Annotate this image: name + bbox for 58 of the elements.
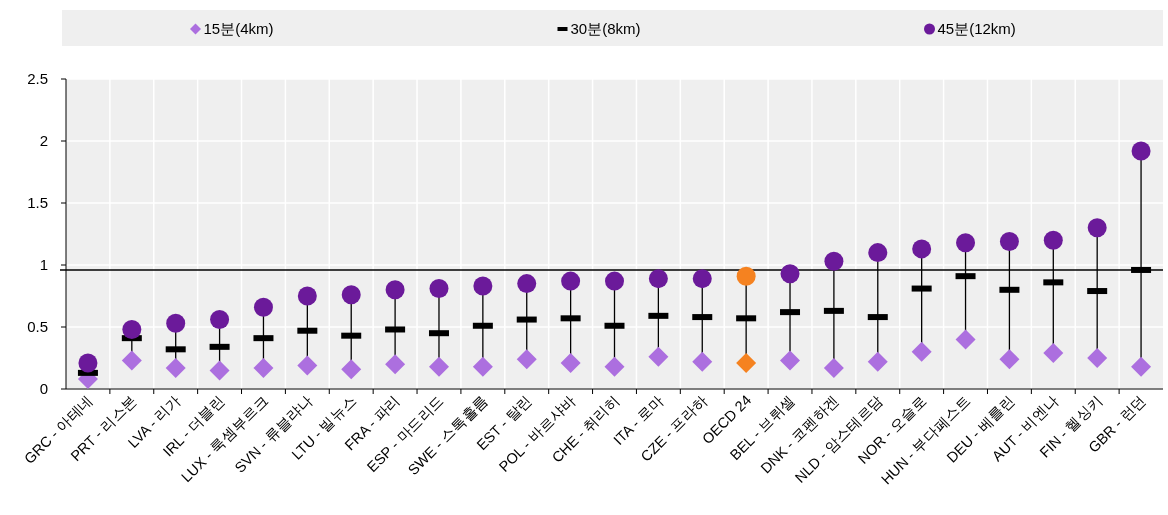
- point: [561, 271, 581, 291]
- y-tick-label: 2: [39, 132, 48, 149]
- point: [560, 352, 581, 373]
- point: [166, 313, 186, 333]
- point: [1043, 230, 1063, 250]
- point: [1043, 343, 1064, 364]
- point: [604, 356, 625, 377]
- point: [253, 297, 273, 317]
- point: [648, 269, 668, 289]
- point: [911, 341, 932, 362]
- point: [648, 346, 669, 367]
- point: [165, 357, 186, 378]
- y-tick-label: 1: [39, 256, 48, 273]
- legend-label: 15분(4km): [203, 20, 274, 37]
- legend-label: 45분(12km): [937, 20, 1016, 37]
- point: [736, 266, 756, 286]
- point: [780, 350, 801, 371]
- point: [605, 271, 624, 291]
- point: [955, 329, 976, 350]
- point: [692, 351, 713, 372]
- point: [429, 279, 449, 299]
- point: [867, 351, 888, 372]
- point: [780, 264, 800, 284]
- point: [78, 353, 98, 373]
- point: [122, 319, 142, 339]
- y-tick-label: 0.5: [27, 318, 48, 335]
- point: [692, 269, 712, 289]
- y-tick-label: 0: [39, 380, 48, 397]
- point: [428, 356, 449, 377]
- point: [297, 286, 317, 306]
- point: [1131, 356, 1152, 377]
- point: [824, 251, 844, 271]
- y-tick-label: 2.5: [27, 70, 48, 87]
- point: [1131, 141, 1151, 161]
- point: [516, 349, 537, 370]
- point: [868, 243, 888, 263]
- point: [823, 357, 844, 378]
- point: [385, 280, 405, 300]
- point: [253, 357, 274, 378]
- point: [517, 274, 537, 294]
- point: [121, 350, 142, 371]
- point: [209, 360, 230, 381]
- point: [473, 276, 493, 296]
- point: [999, 349, 1020, 370]
- point: [472, 356, 493, 377]
- point: [297, 355, 318, 376]
- point: [341, 359, 362, 380]
- point: [1087, 348, 1108, 368]
- legend-label: 30분(8km): [570, 20, 641, 37]
- point: [912, 239, 932, 259]
- point: [341, 285, 361, 305]
- point: [736, 352, 757, 373]
- point: [1087, 218, 1107, 238]
- point: [385, 354, 406, 375]
- y-tick-label: 1.5: [27, 194, 48, 211]
- point: [956, 233, 976, 253]
- point: [999, 231, 1019, 251]
- point: [210, 310, 230, 330]
